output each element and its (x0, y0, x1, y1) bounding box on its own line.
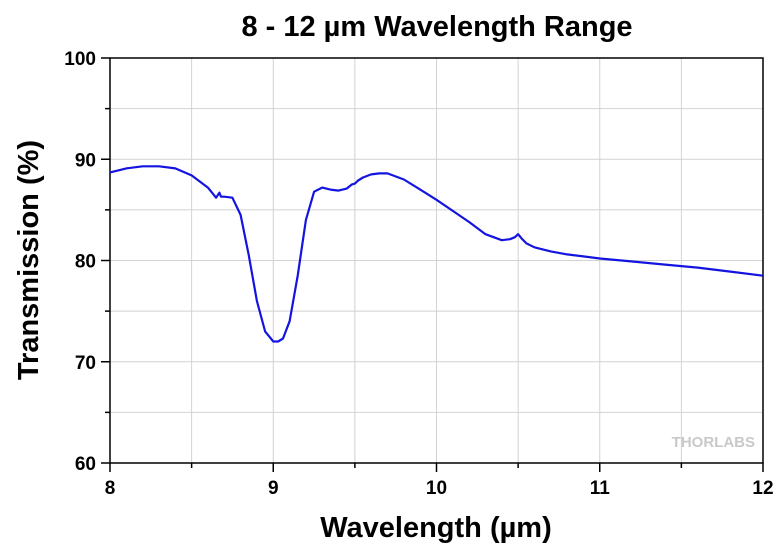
x-tick-label: 12 (752, 478, 773, 499)
x-tick-label: 8 (105, 478, 116, 499)
x-axis-title: Wavelength (µm) (320, 512, 552, 544)
x-tick-label: 10 (426, 478, 447, 499)
chart-title: 8 - 12 µm Wavelength Range (241, 11, 632, 43)
x-tick-label: 11 (590, 478, 611, 499)
y-tick-label: 80 (75, 252, 96, 273)
x-tick-labels: 8 9 10 11 12 (105, 478, 774, 499)
y-tick-label: 100 (64, 49, 96, 70)
thorlabs-watermark: THORLABS (672, 434, 755, 451)
y-tick-label: 70 (75, 353, 96, 374)
y-tick-label: 60 (75, 454, 96, 475)
y-axis-title: Transmission (%) (13, 140, 45, 380)
transmission-chart: 8 - 12 µm Wavelength Range 8 9 10 11 12 60 70… (0, 0, 780, 549)
x-tick-label: 9 (268, 478, 279, 499)
y-tick-label: 90 (75, 150, 96, 171)
y-tick-labels: 60 70 80 90 100 (64, 49, 96, 475)
grid-lines (110, 58, 763, 463)
